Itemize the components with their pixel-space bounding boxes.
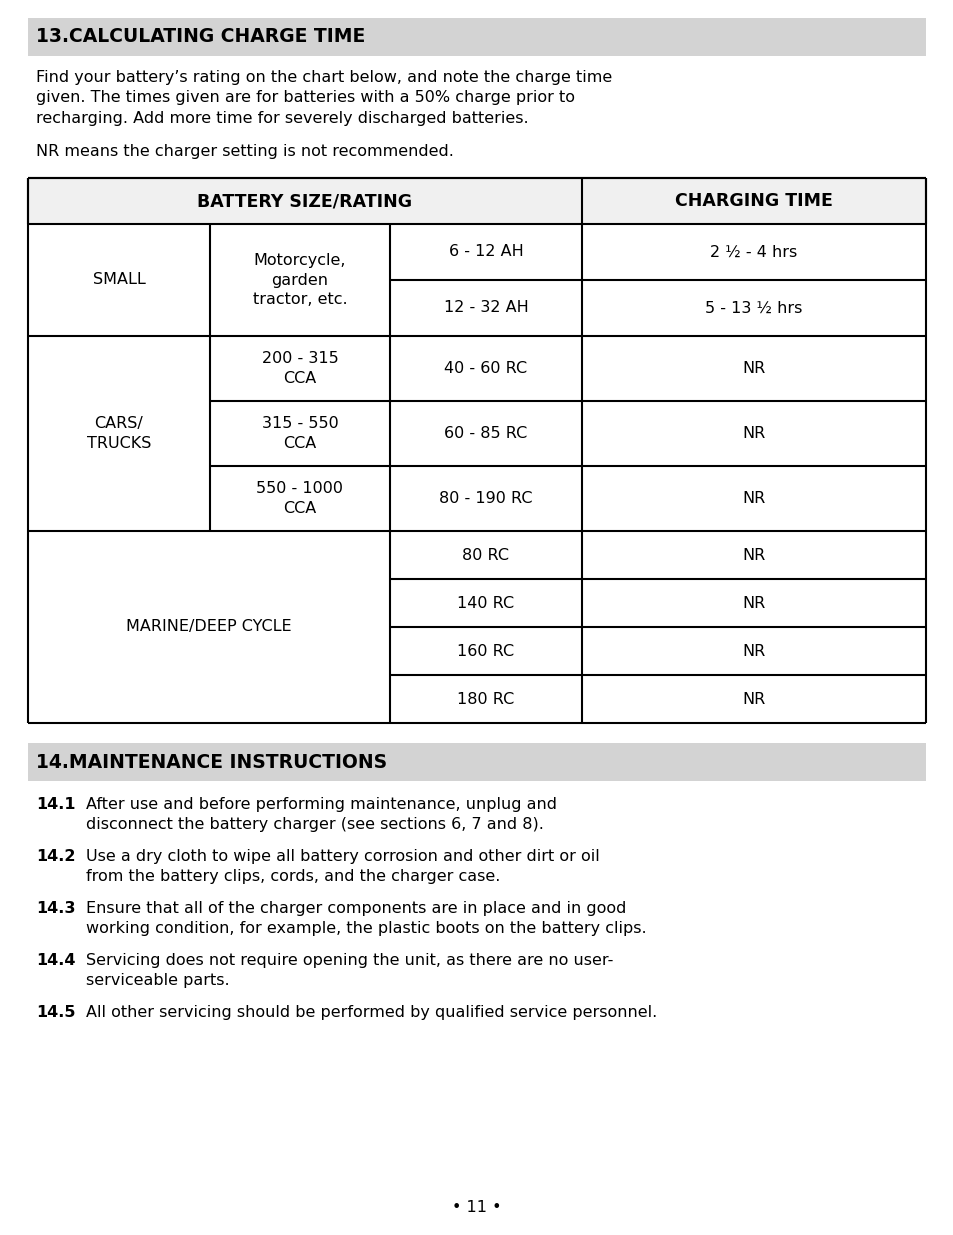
Bar [28,743,925,781]
Text: • 11 •: • 11 • [452,1199,501,1214]
Text: 200 - 315
CCA: 200 - 315 CCA [261,352,338,385]
Text: After use and before performing maintenance, unplug and
disconnect the battery c: After use and before performing maintena… [86,797,557,832]
Text: MARINE/DEEP CYCLE: MARINE/DEEP CYCLE [126,620,292,635]
Text: NR: NR [741,547,765,562]
Text: NR: NR [741,692,765,706]
Text: SMALL: SMALL [92,273,145,288]
Text: 12 - 32 AH: 12 - 32 AH [443,300,528,315]
Text: NR: NR [741,426,765,441]
Text: NR: NR [741,643,765,658]
Text: 13.CALCULATING CHARGE TIME: 13.CALCULATING CHARGE TIME [36,27,365,47]
Text: 2 ½ - 4 hrs: 2 ½ - 4 hrs [710,245,797,259]
Text: 160 RC: 160 RC [456,643,514,658]
Text: NR: NR [741,492,765,506]
Bar [28,19,925,56]
Text: NR: NR [741,361,765,375]
Text: Motorcycle,
garden
tractor, etc.: Motorcycle, garden tractor, etc. [253,253,347,306]
Text: BATTERY SIZE/RATING: BATTERY SIZE/RATING [197,191,412,210]
Text: 315 - 550
CCA: 315 - 550 CCA [261,416,338,451]
Text: CARS/
TRUCKS: CARS/ TRUCKS [87,416,151,451]
Text: 40 - 60 RC: 40 - 60 RC [444,361,527,375]
Bar [28,178,925,224]
Text: 14.1: 14.1 [36,797,75,811]
Text: Ensure that all of the charger components are in place and in good
working condi: Ensure that all of the charger component… [86,902,646,936]
Text: 14.2: 14.2 [36,848,75,864]
Text: All other servicing should be performed by qualified service personnel.: All other servicing should be performed … [86,1005,657,1020]
Text: Servicing does not require opening the unit, as there are no user-
serviceable p: Servicing does not require opening the u… [86,953,613,988]
Text: 80 RC: 80 RC [462,547,509,562]
Text: 550 - 1000
CCA: 550 - 1000 CCA [256,482,343,515]
Text: 5 - 13 ½ hrs: 5 - 13 ½ hrs [704,300,801,315]
Text: Use a dry cloth to wipe all battery corrosion and other dirt or oil
from the bat: Use a dry cloth to wipe all battery corr… [86,848,599,884]
Text: Find your battery’s rating on the chart below, and note the charge time
given. T: Find your battery’s rating on the chart … [36,70,612,126]
Text: CHARGING TIME: CHARGING TIME [675,191,832,210]
Text: NR: NR [741,595,765,610]
Text: NR means the charger setting is not recommended.: NR means the charger setting is not reco… [36,144,454,159]
Text: 14.MAINTENANCE INSTRUCTIONS: 14.MAINTENANCE INSTRUCTIONS [36,752,387,772]
Text: 140 RC: 140 RC [456,595,514,610]
Text: 180 RC: 180 RC [456,692,514,706]
Text: 14.3: 14.3 [36,902,75,916]
Text: 14.5: 14.5 [36,1005,75,1020]
Text: 80 - 190 RC: 80 - 190 RC [438,492,532,506]
Text: 6 - 12 AH: 6 - 12 AH [448,245,523,259]
Text: 14.4: 14.4 [36,953,75,968]
Text: 60 - 85 RC: 60 - 85 RC [444,426,527,441]
